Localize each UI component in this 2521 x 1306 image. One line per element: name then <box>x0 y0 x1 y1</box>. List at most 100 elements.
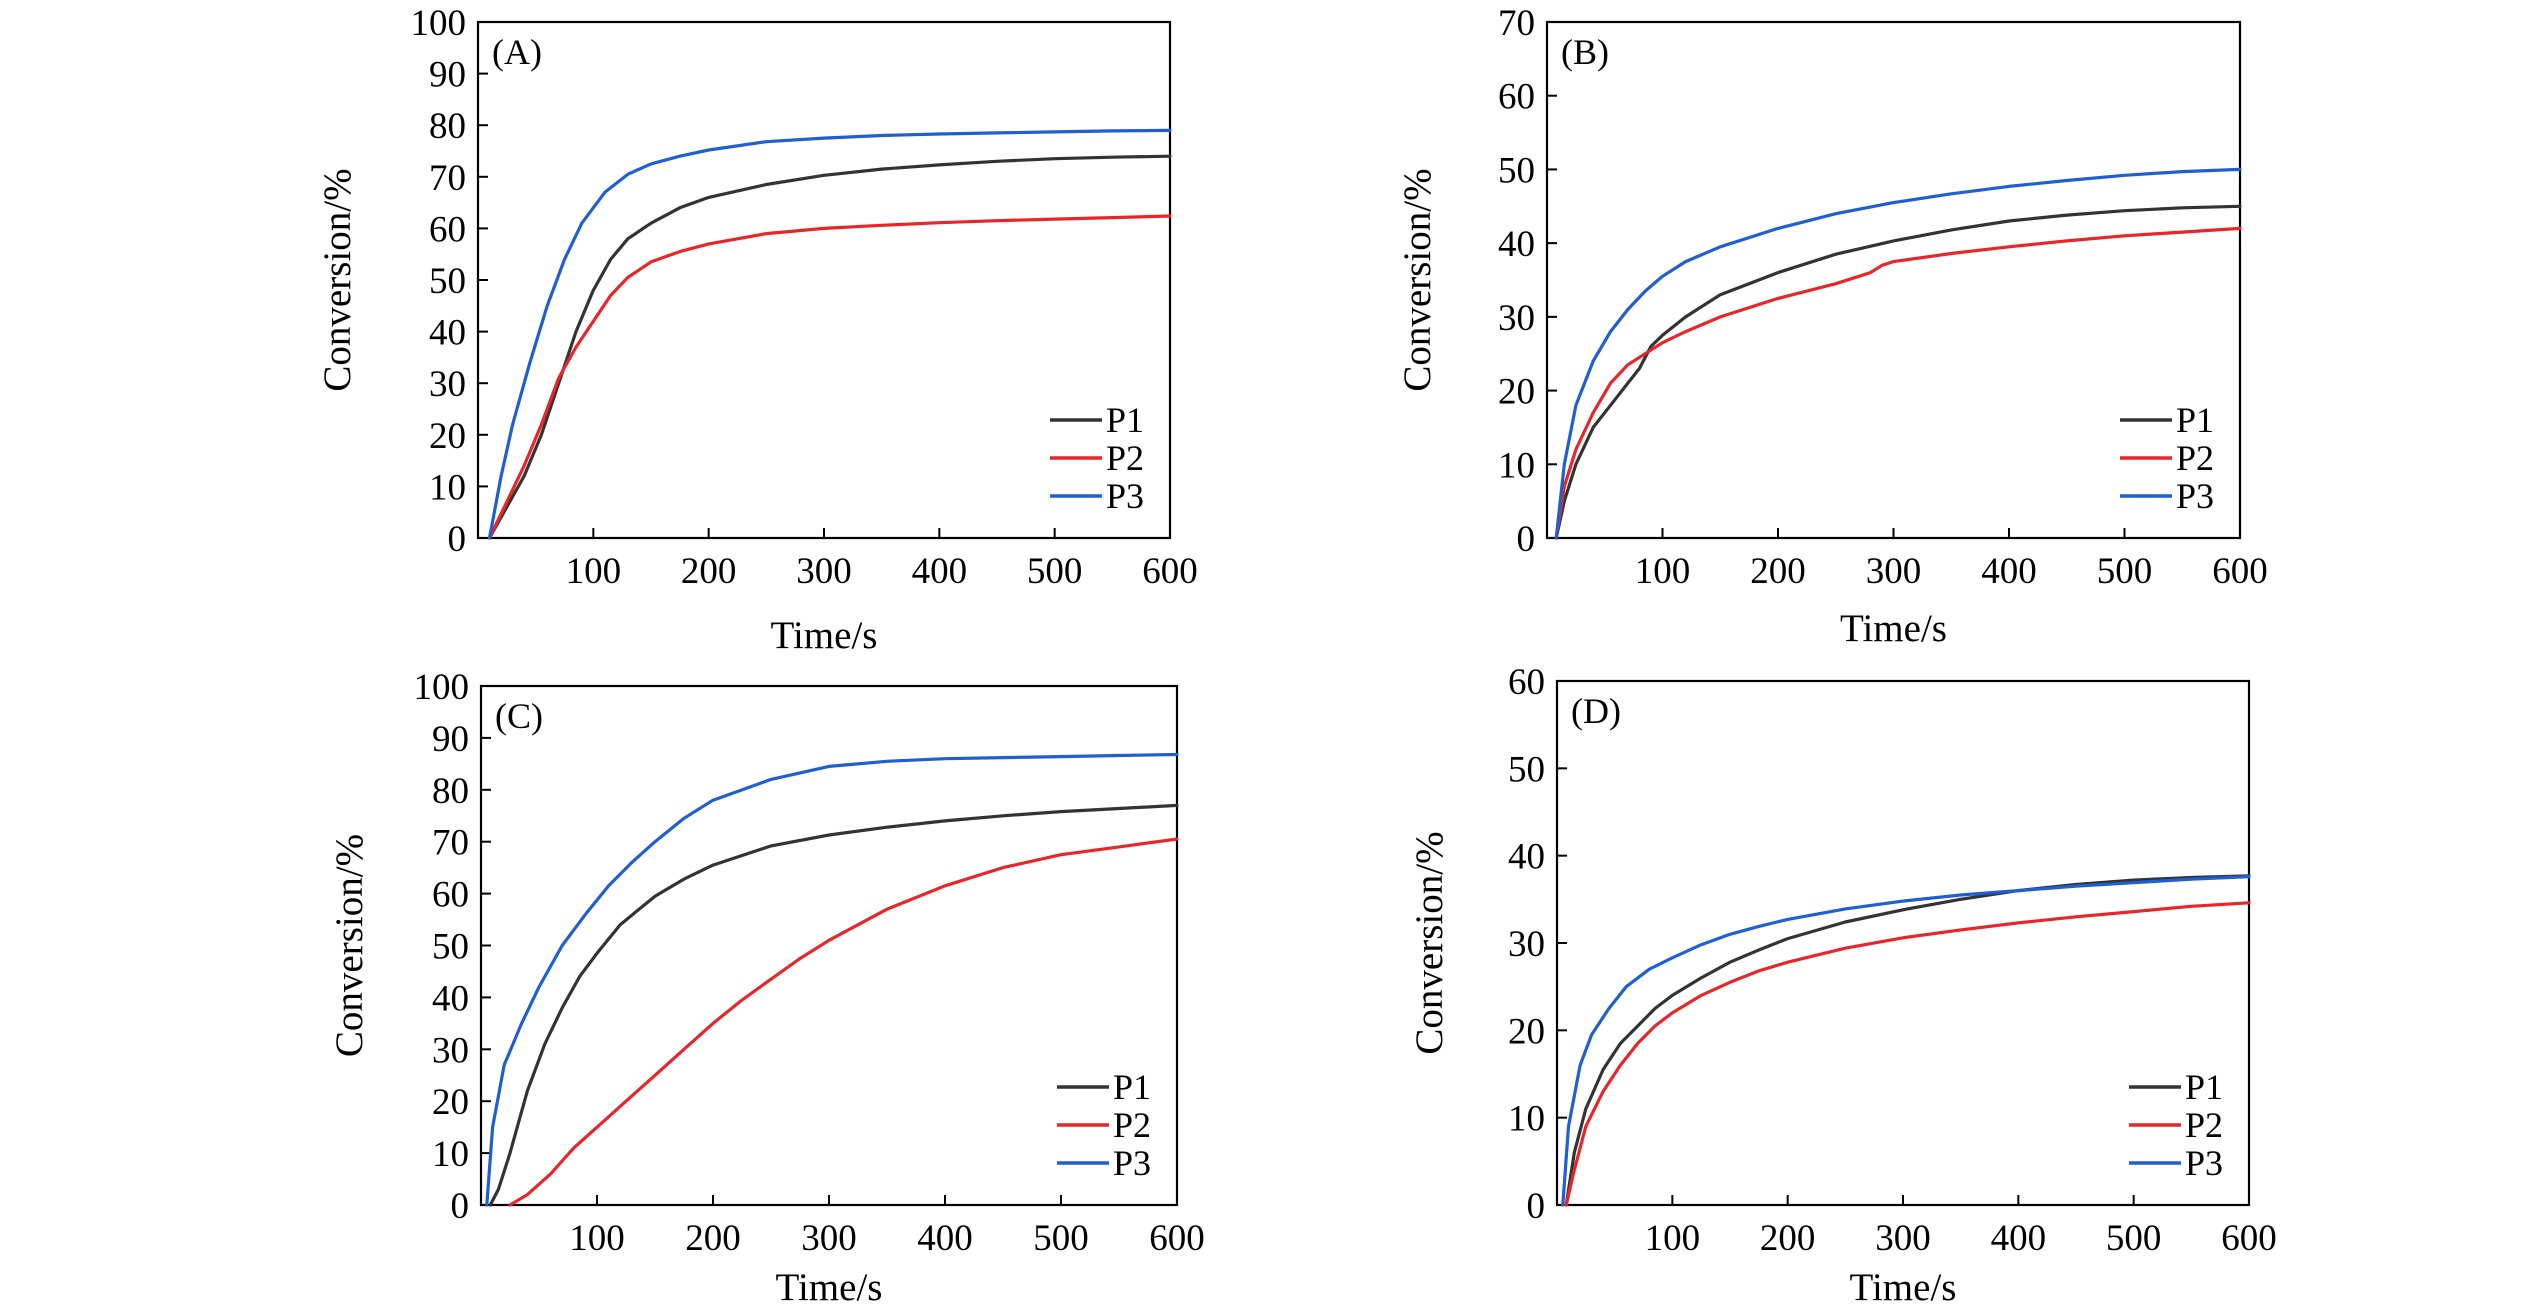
x-tick-label: 200 <box>685 1218 741 1259</box>
y-axis-label: Conversion/% <box>328 834 371 1057</box>
y-tick-label: 80 <box>432 771 469 812</box>
legend-label-p3: P3 <box>1106 476 1144 516</box>
y-tick-label: 50 <box>1498 150 1535 191</box>
y-tick-label: 60 <box>1508 662 1545 703</box>
x-tick-label: 200 <box>1760 1218 1816 1259</box>
y-tick-label: 0 <box>1527 1186 1546 1227</box>
legend-label-p3: P3 <box>1113 1143 1151 1183</box>
y-tick-label: 50 <box>1508 749 1545 790</box>
series-line-p1 <box>487 154 1172 540</box>
x-tick-label: 400 <box>917 1218 973 1259</box>
legend-label-p2: P2 <box>2185 1105 2223 1145</box>
x-tick-label: 300 <box>796 551 852 592</box>
y-tick-label: 100 <box>414 667 470 708</box>
x-axis-label: Time/s <box>776 1266 883 1306</box>
x-tick-label: 200 <box>1750 551 1806 592</box>
x-tick-label: 400 <box>912 551 968 592</box>
plot-frame <box>476 20 1172 540</box>
legend-label-p1: P1 <box>2176 400 2214 440</box>
y-tick-label: 20 <box>429 416 466 457</box>
y-tick-label: 90 <box>432 719 469 760</box>
y-tick-label: 60 <box>432 875 469 916</box>
legend-label-p3: P3 <box>2185 1143 2223 1183</box>
y-tick-label: 30 <box>1508 924 1545 965</box>
y-tick-label: 90 <box>429 55 466 96</box>
legend-label-p2: P2 <box>1106 438 1144 478</box>
y-tick-label: 20 <box>1498 372 1535 413</box>
y-tick-label: 50 <box>432 927 469 968</box>
y-tick-label: 40 <box>429 313 466 354</box>
y-tick-label: 70 <box>429 158 466 199</box>
x-tick-label: 500 <box>2097 551 2153 592</box>
y-tick-label: 60 <box>1498 77 1535 118</box>
x-tick-label: 400 <box>1991 1218 2047 1259</box>
y-tick-label: 40 <box>1498 224 1535 265</box>
y-tick-label: 80 <box>429 106 466 147</box>
y-tick-label: 20 <box>432 1082 469 1123</box>
x-tick-label: 300 <box>801 1218 857 1259</box>
y-tick-label: 10 <box>1498 445 1535 486</box>
series-line-p2 <box>1564 901 2251 1207</box>
chart-panel-1: 0 10 20 30 40 50 60 70 80 90 100 100 200 300 400 500 600… <box>316 3 1198 657</box>
x-tick-label: 300 <box>1875 1218 1931 1259</box>
x-tick-label: 500 <box>1033 1218 1089 1259</box>
y-axis-label: Conversion/% <box>1396 168 1439 391</box>
y-tick-label: 0 <box>451 1186 470 1227</box>
panel-label: (A) <box>492 32 542 72</box>
y-tick-label: 10 <box>432 1134 469 1175</box>
y-tick-label: 30 <box>432 1030 469 1071</box>
series-line-p2 <box>1554 226 2242 540</box>
series-line-p3 <box>1554 167 2242 540</box>
x-tick-label: 500 <box>1027 551 1083 592</box>
legend-label-p2: P2 <box>1113 1105 1151 1145</box>
x-tick-label: 100 <box>1645 1218 1701 1259</box>
y-tick-label: 10 <box>429 467 466 508</box>
y-tick-label: 70 <box>1498 3 1535 44</box>
y-tick-label: 40 <box>1508 837 1545 878</box>
x-tick-label: 500 <box>2106 1218 2162 1259</box>
panel-label: (B) <box>1561 32 1609 72</box>
y-axis-label: Conversion/% <box>316 168 359 391</box>
x-axis-label: Time/s <box>1840 607 1947 650</box>
chart-panel-3: 0 10 20 30 40 50 60 70 80 90 100 100 200 300 400 500 600… <box>328 667 1205 1306</box>
panel-label: (D) <box>1571 691 1621 731</box>
series-line-p1 <box>1554 204 2242 540</box>
plot-frame <box>1545 20 2242 540</box>
x-tick-label: 600 <box>2221 1218 2277 1259</box>
series-line-p2 <box>487 214 1172 540</box>
chart-panel-2: 0 10 20 30 40 50 60 70 100 200 300 400 500 600 Time/s C… <box>1396 3 2268 650</box>
x-axis-label: Time/s <box>1850 1266 1957 1306</box>
series-line-p2 <box>508 837 1179 1207</box>
series-line-p3 <box>487 128 1172 540</box>
legend-label-p1: P1 <box>1113 1067 1151 1107</box>
x-tick-label: 300 <box>1866 551 1922 592</box>
y-axis-label: Conversion/% <box>1408 831 1451 1054</box>
x-tick-label: 600 <box>2212 551 2268 592</box>
series-line-p1 <box>1564 874 2251 1207</box>
y-tick-label: 100 <box>411 3 467 44</box>
x-tick-label: 100 <box>569 1218 625 1259</box>
plot-frame <box>479 684 1179 1207</box>
y-tick-label: 30 <box>429 364 466 405</box>
x-tick-label: 400 <box>1981 551 2037 592</box>
series-line-p3 <box>1561 874 2251 1207</box>
x-tick-label: 600 <box>1142 551 1198 592</box>
x-tick-label: 600 <box>1149 1218 1205 1259</box>
series-line-p3 <box>485 752 1179 1207</box>
legend-label-p1: P1 <box>1106 400 1144 440</box>
y-tick-label: 70 <box>432 823 469 864</box>
legend-label-p1: P1 <box>2185 1067 2223 1107</box>
legend-label-p2: P2 <box>2176 438 2214 478</box>
y-tick-label: 60 <box>429 209 466 250</box>
y-tick-label: 30 <box>1498 298 1535 339</box>
x-tick-label: 200 <box>681 551 737 592</box>
y-tick-label: 50 <box>429 261 466 302</box>
y-tick-label: 20 <box>1508 1011 1545 1052</box>
y-tick-label: 10 <box>1508 1099 1545 1140</box>
panel-label: (C) <box>495 696 543 736</box>
series-line-p1 <box>488 803 1179 1207</box>
legend-label-p3: P3 <box>2176 476 2214 516</box>
chart-panel-4: 0 10 20 30 40 50 60 100 200 300 400 500 600 Time/s Con… <box>1408 662 2277 1306</box>
x-tick-label: 100 <box>1635 551 1691 592</box>
